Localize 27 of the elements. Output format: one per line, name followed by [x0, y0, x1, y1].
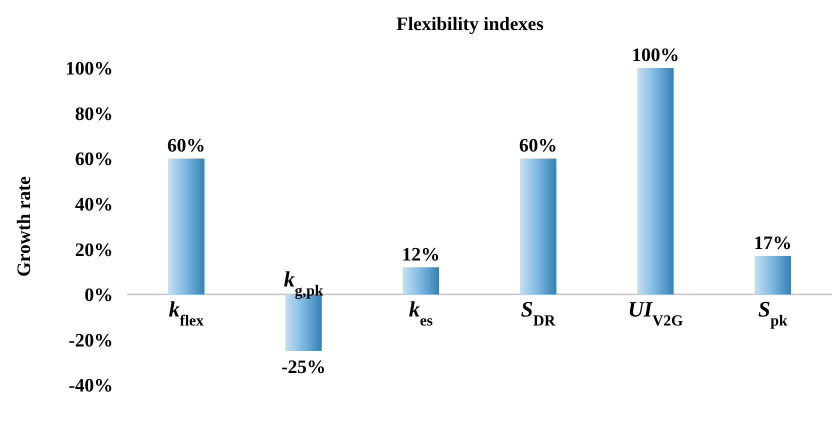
y-tick-label: 0% — [84, 285, 113, 306]
data-label: 17% — [754, 232, 792, 254]
data-label: 100% — [632, 45, 680, 66]
bar — [520, 158, 556, 294]
bar — [402, 267, 440, 294]
y-tick-label: -20% — [68, 330, 113, 352]
x-tick-label: k$_{es}$ — [408, 296, 433, 329]
bar — [637, 68, 674, 294]
bar — [168, 158, 204, 294]
data-label: 12% — [402, 244, 440, 266]
bar — [754, 256, 791, 294]
x-tick-label: k$_{g,pk}$ — [284, 266, 324, 299]
data-label: 60% — [519, 136, 558, 157]
y-tick-label: -40% — [68, 376, 113, 397]
y-tick-label: 20% — [75, 240, 113, 261]
x-tick-label: S$_{DR}$ — [520, 296, 556, 329]
y-tick-label: 80% — [75, 104, 113, 125]
x-tick-label: k$_{flex}$ — [168, 296, 204, 329]
data-label: 60% — [167, 136, 206, 157]
chart-title: Flexibility indexes — [396, 14, 544, 35]
data-label: -25% — [281, 357, 326, 378]
y-tick-label: 60% — [75, 149, 113, 170]
y-tick-label: 100% — [66, 58, 113, 80]
x-tick-label: S$_{pk}$ — [758, 296, 788, 329]
x-tick-label: UI$_{V2G}$ — [628, 296, 684, 329]
y-axis-title: Growth rate — [14, 176, 35, 277]
y-tick-label: 40% — [75, 194, 113, 216]
